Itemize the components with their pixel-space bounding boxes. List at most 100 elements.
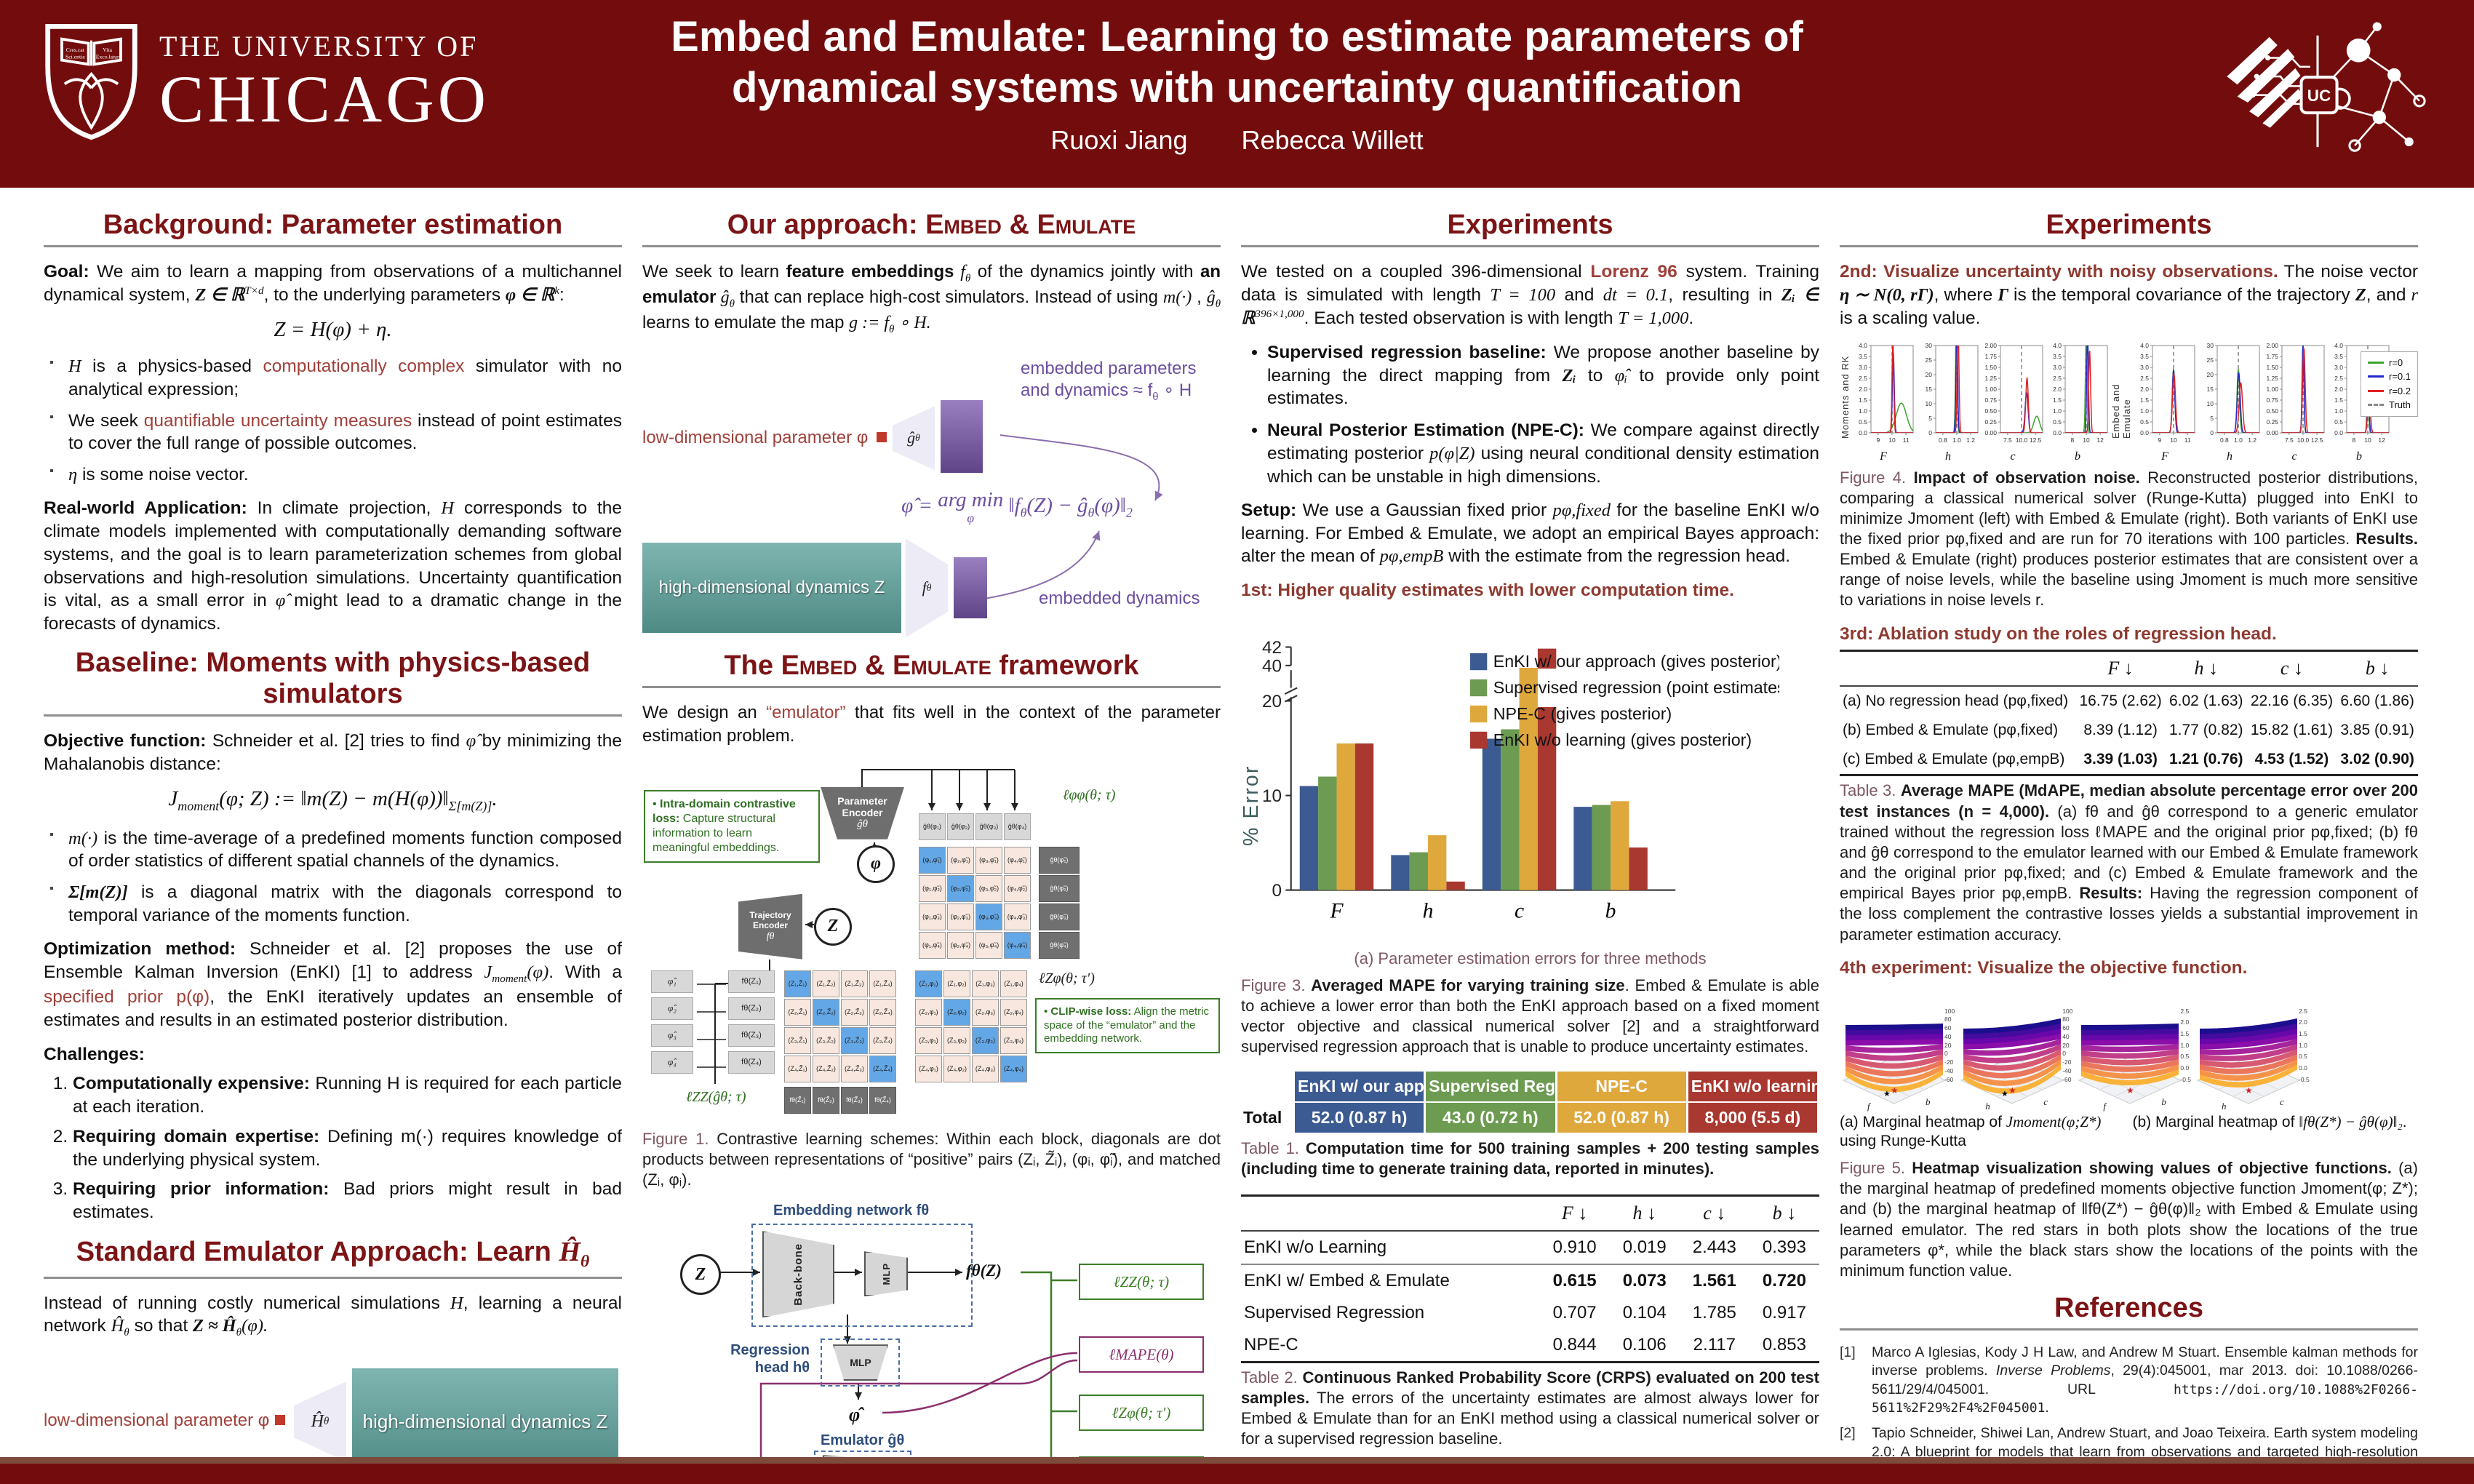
- density-plot: 30 25 20 15 10 5 0 0.8 1.0 1.2: [2207, 342, 2260, 444]
- svg-text:1.0: 1.0: [1952, 436, 1961, 444]
- table3-ablation: F ↓ h ↓ c ↓ b ↓ (a) No regression head (pφ,…: [1840, 650, 2418, 777]
- ztick-label: -40: [2062, 1066, 2072, 1074]
- heading-rule: [642, 245, 1221, 247]
- matrix-cell: (Z₁,φ₄): [1000, 970, 1027, 997]
- heading-rule: [642, 686, 1221, 689]
- table1-header: EnKI w/o learning: [1688, 1072, 1817, 1102]
- figure1-caption: Figure 1. Contrastive learning schemes: …: [642, 1129, 1221, 1189]
- embedded-params-label: embedded parameters and dynamics ≈ fθ ∘ H: [1021, 359, 1197, 404]
- legend-swatch: [2368, 389, 2384, 392]
- svg-text:2.5: 2.5: [1859, 375, 1867, 382]
- ztick-label: 80: [1944, 1016, 1952, 1024]
- application-paragraph: Real-world Application: In climate proje…: [44, 498, 622, 634]
- intra-domain-loss-note: • Intra-domain contrastive loss: Capture…: [644, 789, 820, 863]
- svg-text:★: ★: [2008, 1085, 2016, 1096]
- matrix-cell: (φ₃,φ̃₃): [975, 903, 1002, 930]
- ztick-label: 1.0: [2180, 1041, 2190, 1049]
- uchicago-crest-icon: Cres.cat Sci.entia Vita Exco.latur: [45, 23, 137, 140]
- figure3-caption: Figure 3. Averaged MAPE for varying trai…: [1241, 976, 1819, 1056]
- emulator-label: Emulator ĝθ: [821, 1432, 905, 1449]
- heading-rule: [44, 245, 622, 247]
- table3-header-row: F ↓ h ↓ c ↓ b ↓: [1840, 650, 2418, 687]
- backbone-block: Back-bone: [762, 1231, 834, 1318]
- svg-text:★: ★: [1891, 1085, 1899, 1096]
- svg-text:10: 10: [1888, 436, 1896, 444]
- heading-rule: [44, 1276, 622, 1279]
- figure5-surface-plots: ★ ★ 100 80 60 40 20 0 -20 -40 -60 f b ★ ★ 100 80 60 4…: [1840, 987, 2418, 1112]
- footer-stripe: [0, 1457, 2474, 1464]
- svg-text:2.5: 2.5: [2334, 375, 2343, 382]
- svg-text:Exco.latur: Exco.latur: [96, 54, 119, 60]
- svg-text:15: 15: [2207, 386, 2214, 393]
- ztick-label: 100: [2062, 1007, 2073, 1015]
- table1-caption: Table 1. Computation time for 500 traini…: [1241, 1139, 1819, 1178]
- svg-text:0.5: 0.5: [2053, 418, 2062, 426]
- header-banner: Cres.cat Sci.entia Vita Exco.latur THE U…: [0, 0, 2474, 188]
- matrix-cell: (Z₃,Z̃₄): [869, 1026, 896, 1054]
- reference-url[interactable]: https://doi.org/10.1088%2F0266-5611%2F29…: [1872, 1381, 2418, 1416]
- figure3-subcaption: (a) Parameter estimation errors for thre…: [1354, 949, 1707, 968]
- svg-text:0.75: 0.75: [2266, 396, 2278, 404]
- svg-text:20: 20: [2207, 371, 2214, 378]
- vector-cell: fθ(Z̃₃): [841, 1086, 868, 1114]
- university-name: THE UNIVERSITY OF CHICAGO: [159, 29, 490, 132]
- legend-item: r=0.2: [2368, 384, 2411, 399]
- svg-text:8: 8: [2352, 436, 2355, 444]
- svg-text:3.5: 3.5: [2053, 353, 2062, 360]
- matrix-cell: (Z₃,Z̃₁): [784, 1026, 811, 1054]
- ghat-row: ĝθ(φ₁) ĝθ(φ₂) ĝθ(φ₃) ĝθ(φ₄): [919, 813, 1031, 840]
- high-dim-dynamics-box: high-dimensional dynamics Z: [642, 543, 901, 634]
- svg-text:3.0: 3.0: [2334, 364, 2343, 371]
- heading-rule: [1840, 1328, 2418, 1331]
- svg-text:5: 5: [2210, 415, 2214, 422]
- svg-text:1.50: 1.50: [2266, 364, 2278, 371]
- ztick-label: 1.5: [2180, 1029, 2190, 1037]
- matrix-cell: (φ₁,φ̃₁): [919, 846, 946, 874]
- matrix-cell: (Z₁,Z̃₁): [784, 970, 811, 997]
- matrix-cell: (Z₃,φ₄): [1000, 1026, 1027, 1054]
- matrix-cell: (Z₁,φ₁): [915, 970, 942, 997]
- svg-text:10: 10: [2083, 436, 2090, 444]
- svg-text:1.5: 1.5: [2334, 396, 2343, 404]
- embedding-dashed-box: [751, 1224, 973, 1328]
- university-name-line1: THE UNIVERSITY OF: [159, 29, 479, 63]
- table1-header: NPE-C: [1557, 1072, 1686, 1102]
- figure5-plot-b2: ★ 2.5 2.0 1.5 1.0 0.5 0.0 -0.5 h c: [2194, 987, 2310, 1112]
- matrix-cell: (Z₂,φ₂): [943, 998, 970, 1026]
- figure5-subcaptions: (a) Marginal heatmap of Jmoment(φ;Z*) us…: [1840, 1112, 2418, 1152]
- svg-text:0.50: 0.50: [1984, 407, 1997, 415]
- matrix-cell: (Z₄,Z̃₁): [784, 1055, 811, 1082]
- heading-references: References: [2054, 1293, 2203, 1323]
- matrix-cell: (Z₂,Z̃₄): [869, 998, 896, 1026]
- table3-row: (b) Embed & Emulate (pφ,fixed) 8.39 (1.12…: [1843, 722, 2414, 739]
- loss-mape-box: ℓMAPE(θ): [1079, 1336, 1204, 1373]
- author-2: Rebecca Willett: [1241, 125, 1424, 155]
- matrix-cell: (Z₂,Z̃₁): [784, 998, 811, 1026]
- table2-header-row: F ↓ h ↓ c ↓ b ↓: [1241, 1195, 1819, 1232]
- column-3: Experiments We tested on a coupled 396-d…: [1241, 210, 1819, 1457]
- column-4: Experiments 2nd: Visualize uncertainty w…: [1840, 210, 2418, 1457]
- matrix-cell: (Z₂,φ₄): [1000, 998, 1027, 1026]
- matrix-cell: (Z₂,φ₃): [972, 998, 999, 1026]
- svg-text:1.2: 1.2: [2248, 436, 2256, 444]
- svg-text:c: c: [1515, 900, 1524, 923]
- svg-text:b: b: [1605, 900, 1616, 923]
- vector-cell: fθ(Z̃₂): [813, 1086, 839, 1114]
- ztick-label: 0: [2062, 1050, 2066, 1058]
- author-1: Ruoxi Jiang: [1050, 125, 1188, 155]
- matrix-cell: (Z₁,Z̃₄): [869, 970, 896, 997]
- ztick-label: 0.0: [2180, 1064, 2190, 1072]
- svg-text:0.75: 0.75: [1984, 396, 1997, 404]
- svg-text:3.0: 3.0: [2140, 364, 2149, 371]
- figure4-subplot: 30 25 20 15 10 5 0 0.8 1.0 1.2 h: [1916, 341, 1980, 463]
- figure4-density-plots: Moments and RK 4.0 3.5 3.0 2.5 2.0 1.5 1.0 0.5 0.…: [1840, 341, 2418, 463]
- equation-embed-emulate: φ̂ = arg min φ ‖fθ(Z) − ĝθ(φ)‖2: [901, 488, 1133, 526]
- density-plot: 4.0 3.5 3.0 2.5 2.0 1.5 1.0 0.5 0.0 9 10 11: [1859, 342, 1914, 444]
- surface-ylabel: c: [2280, 1096, 2284, 1107]
- phi-circle: φ: [857, 845, 895, 883]
- vector-cell: fθ(Z̃₁): [784, 1086, 811, 1114]
- svg-text:11: 11: [2184, 436, 2191, 444]
- ztick-label: 1.0: [2299, 1041, 2307, 1049]
